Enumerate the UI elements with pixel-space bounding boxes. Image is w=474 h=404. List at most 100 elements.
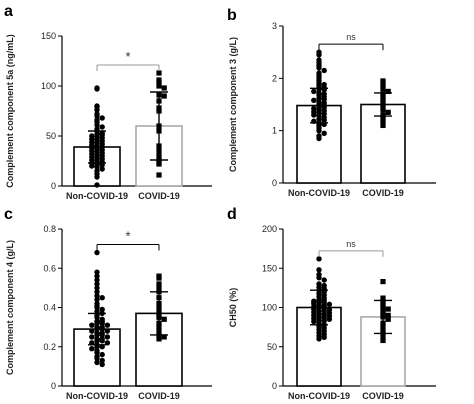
data-point — [385, 109, 391, 115]
significance-label: * — [125, 229, 130, 244]
data-point — [316, 267, 322, 273]
y-axis-label: Complement component 3 (g/L) — [228, 37, 238, 172]
data-point — [94, 293, 100, 299]
y-tick-label: 0 — [272, 381, 277, 391]
y-tick-label: 0 — [51, 181, 56, 191]
data-point — [380, 295, 386, 301]
y-tick-label: 2 — [272, 73, 277, 83]
data-point — [156, 172, 162, 178]
data-point — [380, 278, 386, 285]
y-tick-label: 150 — [262, 263, 277, 273]
y-tick-label: 3 — [272, 21, 277, 31]
data-point — [94, 86, 100, 92]
data-point — [380, 117, 386, 123]
data-point — [161, 85, 167, 91]
data-point — [161, 334, 167, 340]
data-point — [94, 174, 100, 180]
data-point — [380, 122, 386, 129]
y-axis-label: Complement component 4 (g/L) — [5, 240, 15, 375]
category-label: Non-COVID-19 — [66, 391, 128, 401]
data-point — [104, 334, 111, 340]
data-point — [99, 357, 105, 364]
data-point — [99, 338, 105, 344]
data-point — [89, 346, 95, 352]
data-point — [94, 269, 100, 275]
data-point — [99, 351, 105, 358]
y-tick-label: 200 — [262, 224, 277, 234]
data-point — [156, 77, 162, 83]
data-point — [99, 326, 105, 332]
data-point — [99, 320, 105, 326]
data-point — [89, 328, 95, 334]
data-point — [89, 322, 95, 328]
data-point — [94, 304, 100, 311]
y-tick-label: 100 — [41, 81, 56, 91]
data-point — [316, 135, 322, 142]
data-point — [156, 285, 162, 291]
data-point — [311, 97, 317, 104]
data-point — [321, 117, 327, 123]
data-point — [94, 249, 100, 256]
data-point — [161, 316, 167, 322]
data-point — [99, 294, 105, 301]
data-point — [89, 334, 95, 340]
data-point — [385, 88, 391, 95]
y-axis-label: Complement component 5a (ng/mL) — [5, 34, 15, 188]
y-tick-label: 0.6 — [43, 263, 56, 273]
data-point — [385, 306, 391, 312]
data-point — [156, 275, 162, 281]
y-tick-label: 0.8 — [43, 224, 56, 234]
y-axis-label: CH50 (%) — [228, 288, 238, 328]
data-point — [156, 70, 162, 76]
significance-label: ns — [346, 32, 356, 42]
panel-letter: c — [4, 206, 13, 223]
data-point — [321, 277, 327, 283]
y-tick-label: 150 — [41, 31, 56, 41]
panel-b: b 0 1 2 3 Complement component 3 (g/L) Non-COV… — [227, 7, 436, 198]
data-point — [385, 312, 391, 318]
panel-a: a 0 50 100 150 Complement component 5a (ng/mL… — [4, 3, 212, 201]
data-point — [326, 301, 333, 308]
data-point — [94, 164, 100, 170]
data-point — [321, 334, 327, 341]
panel-c: c 0 0.2 0.4 0.6 0.8 Complement component 4 (g/… — [4, 206, 212, 401]
data-point — [321, 130, 327, 136]
data-point — [94, 182, 100, 188]
category-label: COVID-19 — [362, 391, 404, 401]
data-point — [316, 274, 322, 281]
data-point — [94, 281, 100, 287]
data-point — [94, 113, 100, 119]
data-point — [380, 120, 386, 126]
data-point — [89, 163, 95, 169]
data-point — [104, 328, 111, 334]
y-tick-label: 50 — [267, 342, 277, 352]
category-label: Non-COVID-19 — [288, 188, 350, 198]
data-point — [311, 112, 317, 118]
category-label: COVID-19 — [362, 188, 404, 198]
data-point — [380, 334, 386, 340]
data-point — [161, 93, 167, 99]
data-point — [326, 316, 333, 322]
data-point — [99, 115, 105, 121]
panel-d: d 0 50 100 150 200 CH50 (%) Non-COVID-19 COVID-1… — [227, 206, 436, 401]
data-point — [99, 306, 105, 313]
y-tick-label: 0.4 — [43, 303, 56, 313]
category-label: Non-COVID-19 — [288, 391, 350, 401]
panel-letter: a — [4, 3, 13, 20]
data-point — [380, 337, 386, 344]
category-label: COVID-19 — [138, 391, 180, 401]
category-label: COVID-19 — [138, 191, 180, 201]
data-point — [94, 107, 100, 113]
data-point — [94, 296, 100, 303]
panel-letter: b — [227, 7, 237, 24]
y-tick-label: 50 — [46, 131, 56, 141]
data-point — [380, 114, 386, 121]
significance-label: * — [125, 49, 130, 64]
data-point — [321, 67, 327, 74]
data-point — [156, 336, 162, 342]
data-point — [311, 88, 317, 95]
data-point — [104, 322, 111, 328]
y-tick-label: 0 — [272, 178, 277, 188]
significance-label: ns — [346, 239, 356, 249]
